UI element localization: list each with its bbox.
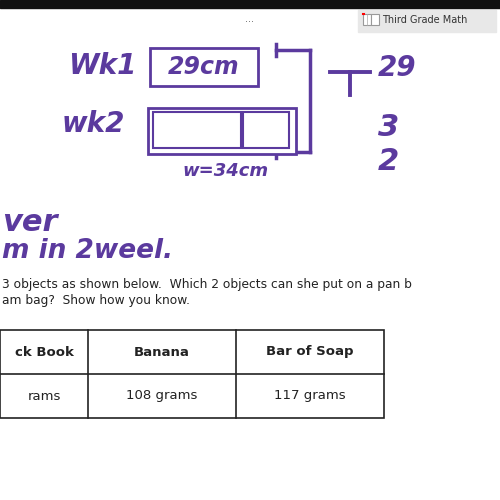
Bar <box>153 112 241 148</box>
Text: wk2: wk2 <box>62 110 126 138</box>
Text: m in 2weel.: m in 2weel. <box>2 238 173 264</box>
Text: 29cm: 29cm <box>168 120 226 140</box>
Text: Bar of Soap: Bar of Soap <box>266 346 354 358</box>
Bar <box>0 330 384 418</box>
Text: ck Book: ck Book <box>14 346 74 358</box>
Text: 29: 29 <box>378 54 416 82</box>
Text: 5cm: 5cm <box>245 121 287 139</box>
Text: 3 objects as shown below.  Which 2 objects can she put on a pan b: 3 objects as shown below. Which 2 object… <box>2 278 412 291</box>
Text: am bag?  Show how you know.: am bag? Show how you know. <box>2 294 190 307</box>
Text: 117 grams: 117 grams <box>274 390 346 402</box>
Bar <box>363 14 371 25</box>
Text: ...: ... <box>246 14 254 24</box>
Text: Third Grade Math: Third Grade Math <box>382 15 468 25</box>
Bar <box>243 112 289 148</box>
Text: 3: 3 <box>378 114 399 142</box>
Text: rams: rams <box>28 390 60 402</box>
Text: 29cm: 29cm <box>168 55 240 79</box>
Text: 108 grams: 108 grams <box>126 390 198 402</box>
Bar <box>371 14 379 25</box>
Text: 2: 2 <box>378 148 399 176</box>
Bar <box>0 0 500 8</box>
Text: ver: ver <box>2 208 58 237</box>
Text: Banana: Banana <box>134 346 190 358</box>
Text: Wk1: Wk1 <box>68 52 136 80</box>
Bar <box>358 10 496 32</box>
Text: w=34cm: w=34cm <box>183 162 269 180</box>
Bar <box>148 108 296 154</box>
Bar <box>150 48 258 86</box>
